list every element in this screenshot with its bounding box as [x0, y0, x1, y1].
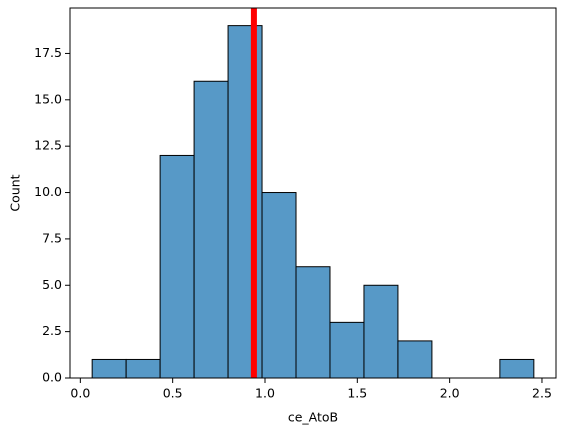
bar: [363, 284, 399, 379]
y-tick-label: 7.5: [42, 230, 62, 245]
y-tick-label: 0.0: [42, 370, 62, 385]
x-tick-label: 1.5: [347, 386, 367, 401]
x-tick-label: 2.5: [532, 386, 552, 401]
y-tick-label: 17.5: [34, 45, 62, 60]
bar: [499, 358, 535, 379]
y-axis-label: Count: [8, 174, 23, 211]
y-tick-label: 2.5: [42, 323, 62, 338]
y-tick-label: 10.0: [34, 184, 62, 199]
bar: [193, 80, 229, 379]
x-tick-label: 1.0: [255, 386, 275, 401]
y-tick-label: 5.0: [42, 277, 62, 292]
bar: [261, 192, 297, 379]
bar: [227, 25, 263, 379]
bar: [91, 358, 127, 379]
x-tick-label: 0.0: [70, 386, 90, 401]
bar: [397, 340, 433, 379]
x-tick-label: 0.5: [163, 386, 183, 401]
bar: [329, 321, 365, 379]
x-tick-label: 2.0: [440, 386, 460, 401]
y-tick-label: 12.5: [34, 138, 62, 153]
bar: [159, 154, 195, 379]
y-tick-label: 15.0: [34, 91, 62, 106]
bar: [125, 358, 161, 379]
bar: [295, 266, 331, 379]
x-axis-label: ce_AtoB: [288, 410, 338, 425]
